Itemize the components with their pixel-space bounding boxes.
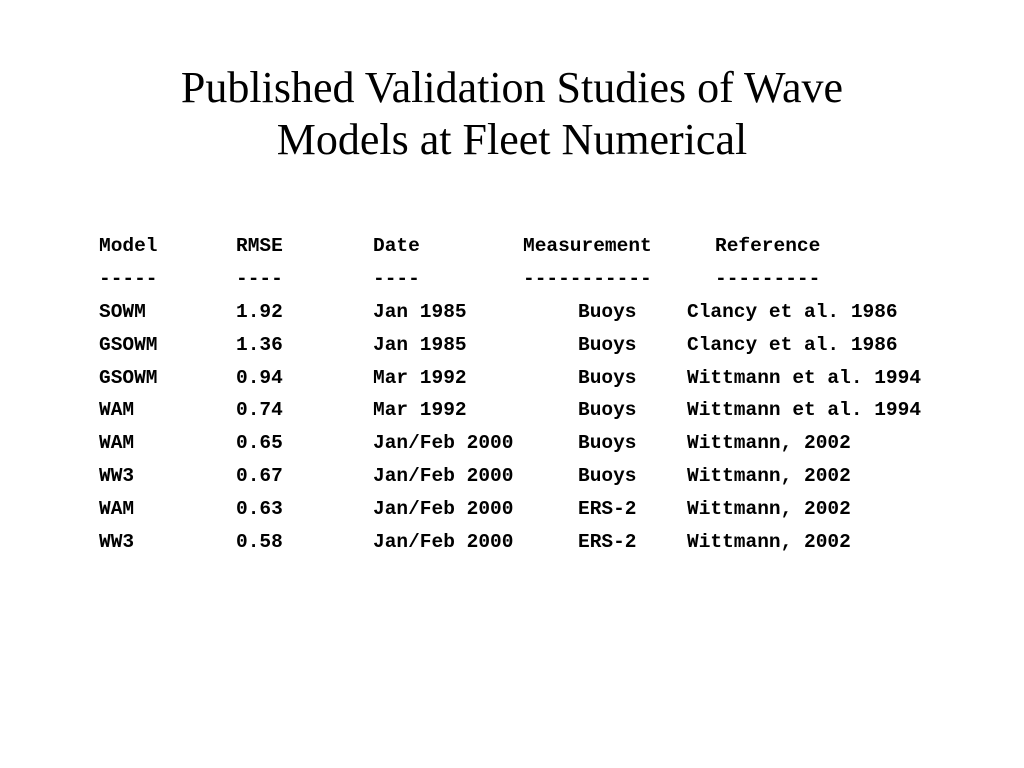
cell-date: Jan 1985 [373,333,467,356]
cell-model: GSOWM [99,333,158,356]
cell-date: Jan 1985 [373,300,467,323]
cell-reference: Clancy et al. 1986 [687,333,898,356]
cell-date: Mar 1992 [373,366,467,389]
header-measurement: Measurement [523,235,652,257]
header-rmse: RMSE [236,235,283,257]
cell-date: Jan/Feb 2000 [373,432,514,455]
table-separator-row: ----- ---- ---- ----------- --------- [99,263,820,296]
cell-measurement: ERS-2 [578,498,637,521]
separator-measurement: ----------- [523,267,652,290]
cell-model: GSOWM [99,366,158,389]
cell-rmse: 0.63 [236,498,283,521]
cell-rmse: 0.58 [236,531,283,554]
header-model: Model [99,235,158,257]
cell-reference: Wittmann, 2002 [687,432,851,455]
separator-model: ----- [99,267,158,290]
cell-measurement: Buoys [578,300,637,323]
cell-rmse: 1.92 [236,300,283,323]
separator-rmse: ---- [236,267,283,290]
cell-reference: Wittmann et al. 1994 [687,399,922,422]
cell-measurement: Buoys [578,333,637,356]
table-row: WW3 0.58 Jan/Feb 2000 ERS-2 Wittmann, 20… [99,526,851,559]
table-row: GSOWM 1.36 Jan 1985 Buoys Clancy et al. … [99,329,898,362]
cell-reference: Wittmann, 2002 [687,465,851,488]
cell-date: Jan/Feb 2000 [373,498,514,521]
table-header-row: Model RMSE Date Measurement Reference [99,230,820,263]
table-row: WAM 0.63 Jan/Feb 2000 ERS-2 Wittmann, 20… [99,493,851,526]
header-date: Date [373,235,420,257]
cell-model: WAM [99,432,135,455]
cell-reference: Wittmann et al. 1994 [687,366,922,389]
title-line-2: Models at Fleet Numerical [276,115,748,164]
cell-reference: Wittmann, 2002 [687,498,851,521]
cell-model: WAM [99,498,135,521]
cell-model: WW3 [99,531,135,554]
cell-model: SOWM [99,300,146,323]
cell-model: WW3 [99,465,135,488]
cell-model: WAM [99,399,135,422]
table-row: GSOWM 0.94 Mar 1992 Buoys Wittmann et al… [99,362,921,395]
cell-rmse: 0.67 [236,465,283,488]
cell-rmse: 0.94 [236,366,283,389]
validation-table: Model RMSE Date Measurement Reference --… [99,230,921,559]
title-line-1: Published Validation Studies of Wave [180,63,844,112]
table-row: SOWM 1.92 Jan 1985 Buoys Clancy et al. 1… [99,296,898,329]
table-row: WAM 0.74 Mar 1992 Buoys Wittmann et al. … [99,394,921,427]
cell-measurement: Buoys [578,465,637,488]
cell-measurement: Buoys [578,366,637,389]
cell-measurement: Buoys [578,432,637,455]
cell-measurement: Buoys [578,399,637,422]
header-reference: Reference [715,235,821,257]
cell-measurement: ERS-2 [578,531,637,554]
cell-rmse: 1.36 [236,333,283,356]
cell-reference: Wittmann, 2002 [687,531,851,554]
table-row: WW3 0.67 Jan/Feb 2000 Buoys Wittmann, 20… [99,460,851,493]
cell-date: Jan/Feb 2000 [373,465,514,488]
slide-title: Published Validation Studies of Wave Mod… [0,62,1024,166]
cell-rmse: 0.74 [236,399,283,422]
cell-rmse: 0.65 [236,432,283,455]
cell-date: Jan/Feb 2000 [373,531,514,554]
cell-reference: Clancy et al. 1986 [687,300,898,323]
table-row: WAM 0.65 Jan/Feb 2000 Buoys Wittmann, 20… [99,427,851,460]
cell-date: Mar 1992 [373,399,467,422]
separator-date: ---- [373,267,420,290]
separator-reference: --------- [715,267,821,290]
